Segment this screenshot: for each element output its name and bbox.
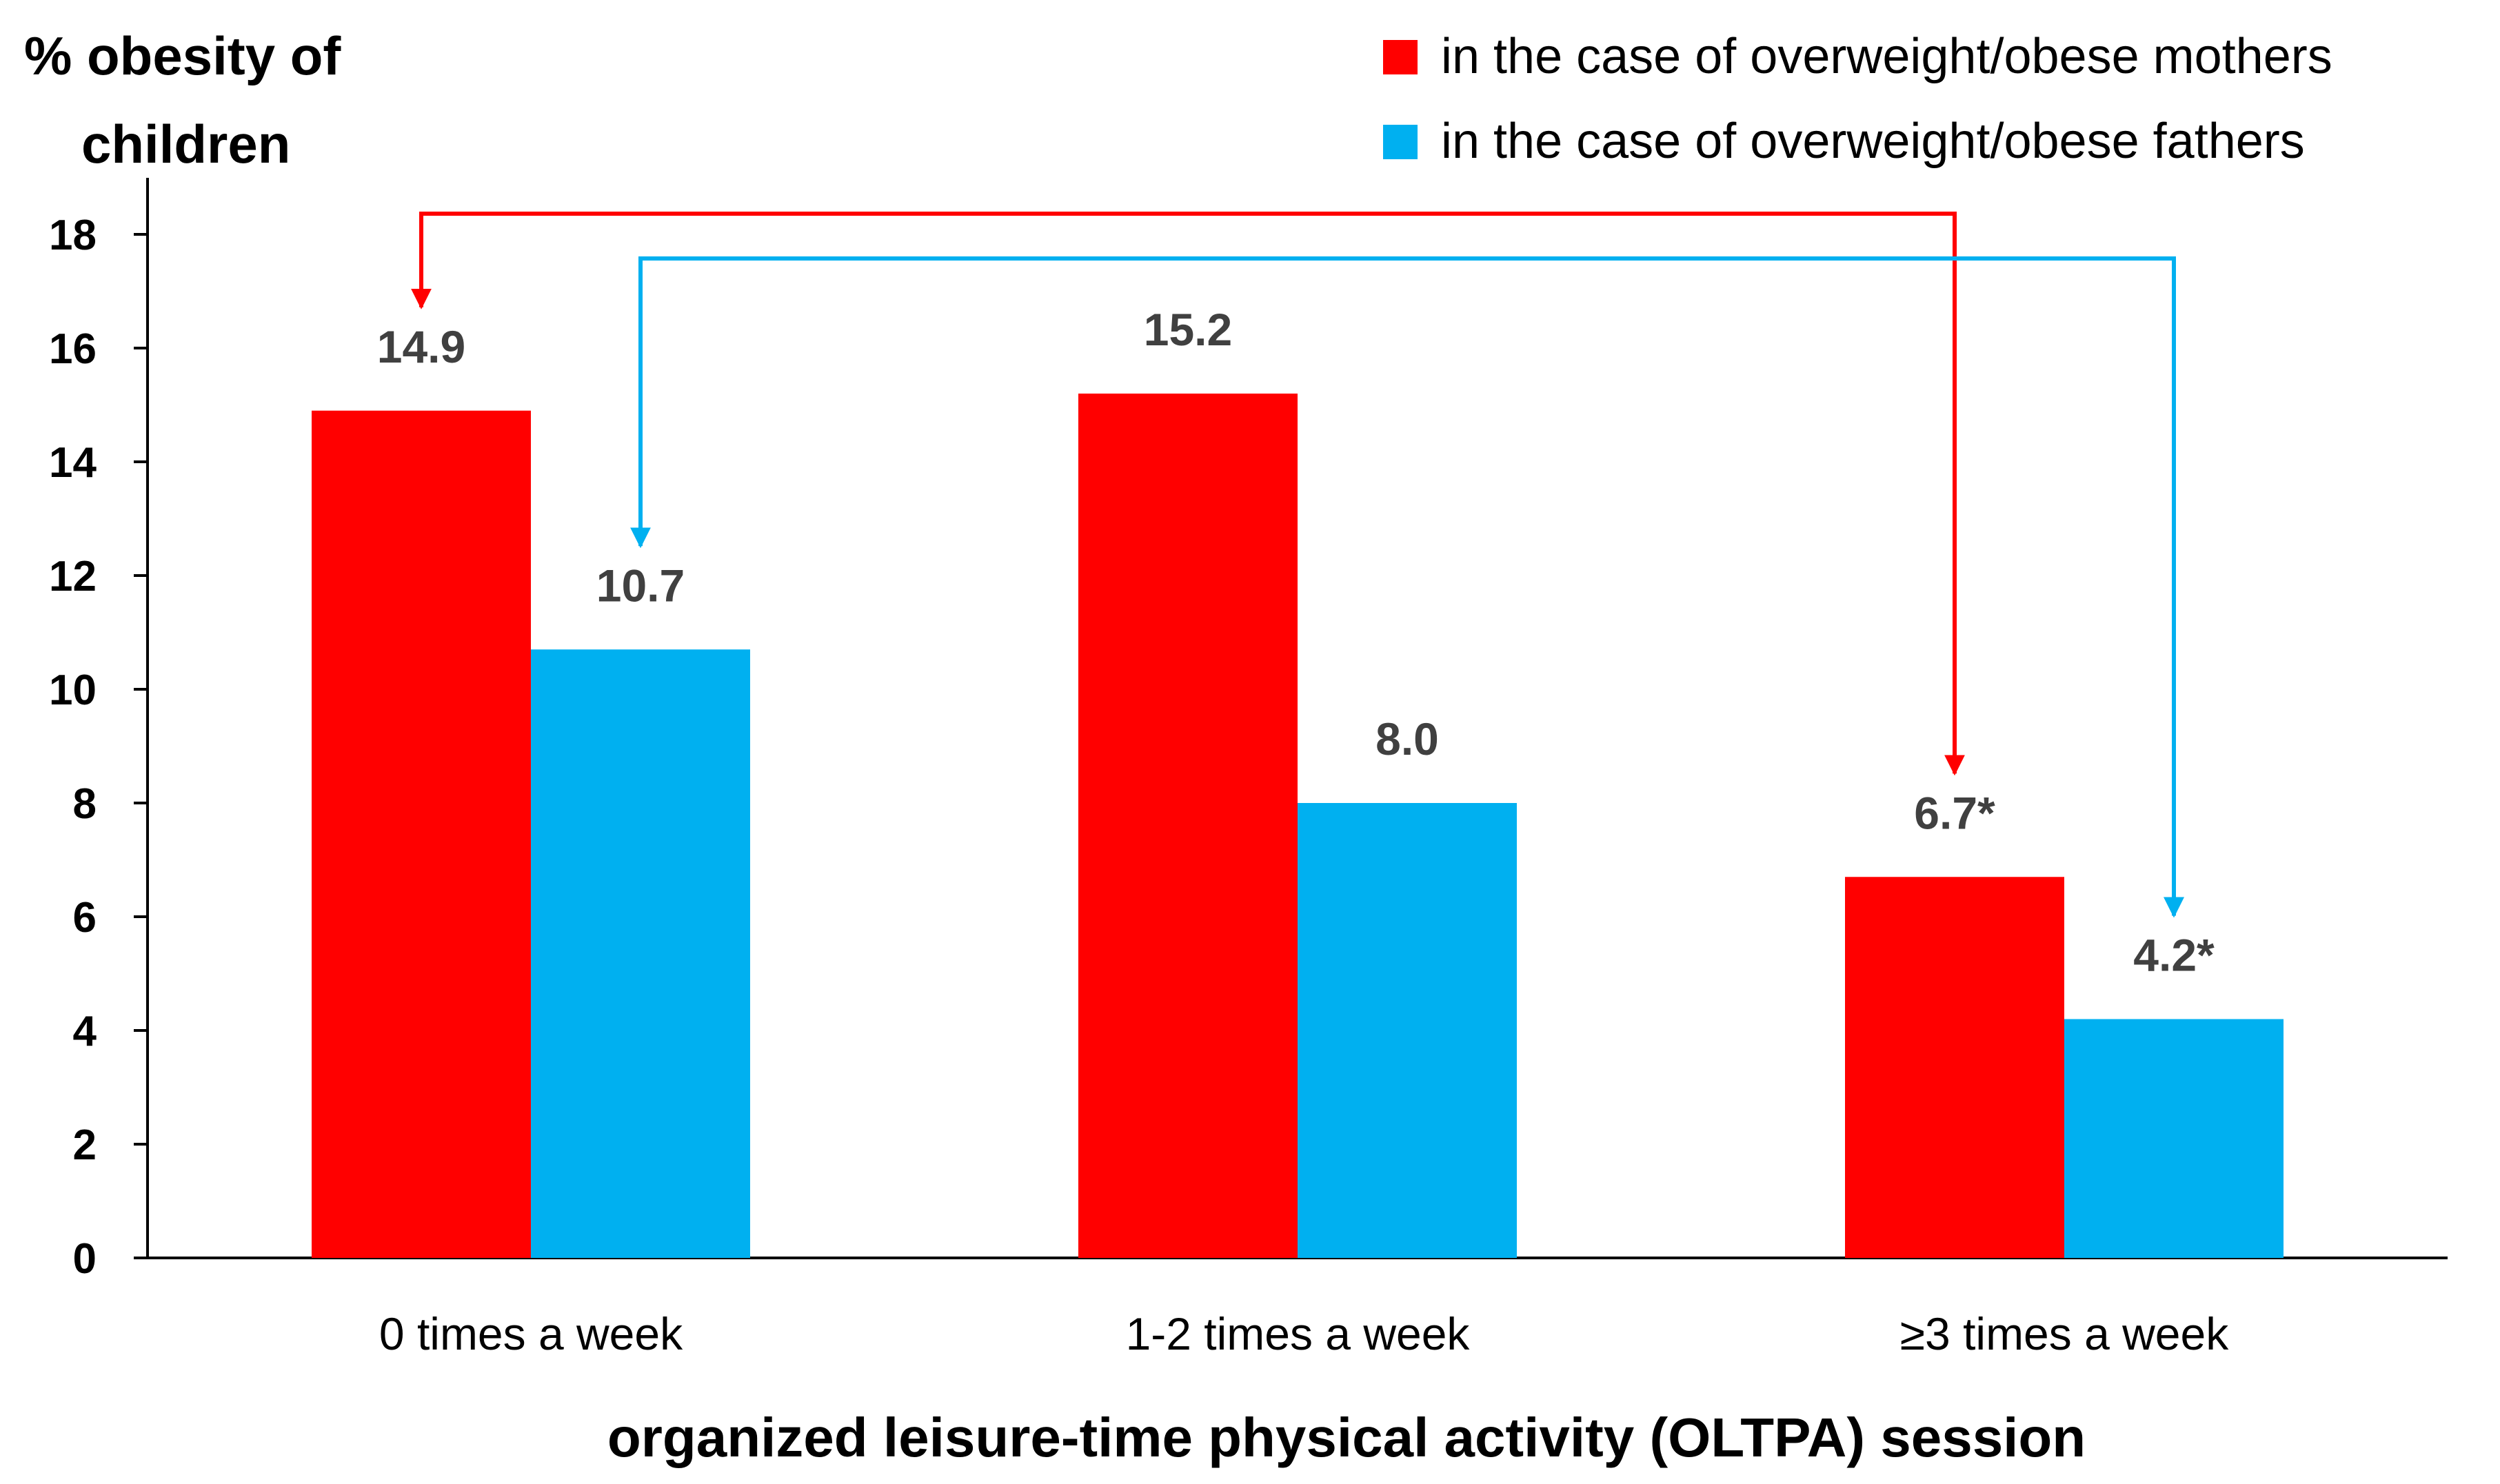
data-label: 8.0 bbox=[1375, 713, 1439, 764]
y-tick-label: 0 bbox=[73, 1235, 97, 1283]
y-tick-label: 12 bbox=[49, 553, 97, 600]
bar bbox=[312, 410, 531, 1258]
legend: in the case of overweight/obese mothers … bbox=[1383, 29, 2332, 169]
bar bbox=[1078, 394, 1298, 1258]
bar bbox=[2064, 1019, 2284, 1258]
significance-arrow bbox=[630, 256, 2184, 918]
legend-label-fathers: in the case of overweight/obese fathers bbox=[1441, 114, 2305, 169]
y-tick-label: 18 bbox=[49, 212, 97, 259]
x-tick-label: 1-2 times a week bbox=[1126, 1308, 1471, 1359]
y-tick-label: 14 bbox=[49, 439, 97, 487]
bar bbox=[1845, 877, 2064, 1258]
data-label: 4.2* bbox=[2133, 930, 2215, 981]
x-tick-label: ≥3 times a week bbox=[1900, 1308, 2229, 1359]
significance-arrow bbox=[411, 212, 1965, 776]
y-tick-label: 4 bbox=[73, 1008, 97, 1055]
y-axis-title-line-1: % obesity of bbox=[24, 26, 341, 86]
x-axis-title: organized leisure-time physical activity… bbox=[607, 1407, 2086, 1468]
data-label: 14.9 bbox=[377, 321, 465, 372]
y-tick-label: 6 bbox=[73, 894, 97, 942]
significance-brackets bbox=[411, 212, 2184, 918]
data-label: 15.2 bbox=[1144, 304, 1232, 355]
x-tick-label: 0 times a week bbox=[379, 1308, 683, 1359]
legend-swatch-fathers bbox=[1383, 125, 1418, 159]
bar bbox=[1298, 803, 1517, 1258]
bar bbox=[531, 649, 750, 1258]
data-label: 10.7 bbox=[596, 560, 685, 611]
y-tick-label: 16 bbox=[49, 325, 97, 373]
y-tick-label: 2 bbox=[73, 1121, 97, 1169]
y-axis-title-line-2: children bbox=[81, 114, 290, 174]
legend-label-mothers: in the case of overweight/obese mothers bbox=[1441, 29, 2332, 84]
y-tick-label: 8 bbox=[73, 780, 97, 828]
y-tick-label: 10 bbox=[49, 667, 97, 714]
legend-swatch-mothers bbox=[1383, 40, 1418, 74]
data-label: 6.7* bbox=[1914, 787, 1995, 838]
axes: 0 2 4 6 8 10 12 14 16 18 0 times a week 1-2 times a… bbox=[49, 178, 2448, 1359]
